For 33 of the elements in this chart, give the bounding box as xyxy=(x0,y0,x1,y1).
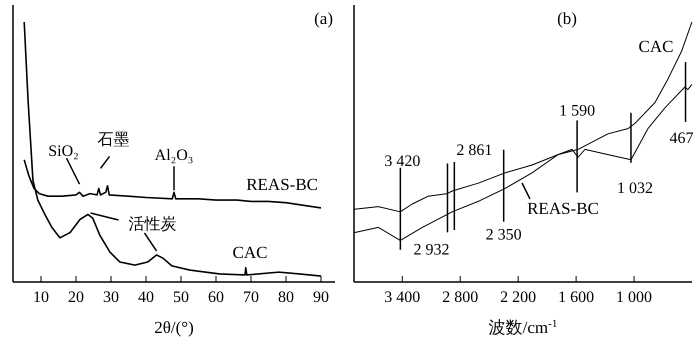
annotation: 1 032 xyxy=(616,180,653,197)
x-tick-label: 2 800 xyxy=(442,289,478,306)
series-label: CAC xyxy=(638,37,674,56)
x-tick-label: 1 600 xyxy=(558,289,594,306)
annotation: (a) xyxy=(314,9,333,28)
x-tick-label: 20 xyxy=(68,289,84,306)
x-tick-label: 50 xyxy=(173,289,189,306)
annotation: 石墨 xyxy=(98,131,130,148)
annotation: (b) xyxy=(557,9,577,28)
annotation: Al₂O₃ xyxy=(154,147,194,164)
x-axis-title: 2θ/(°) xyxy=(154,318,194,337)
x-axis-title: 波数/cm$^{-1}$ xyxy=(488,318,558,337)
x-tick-label: 3 400 xyxy=(384,289,420,306)
x-tick-label: 1 000 xyxy=(616,289,652,306)
annotation: 1 590 xyxy=(559,102,596,120)
annotation: 2 350 xyxy=(486,226,522,244)
x-tick-label: 30 xyxy=(103,289,119,306)
x-tick-label: 70 xyxy=(243,289,259,306)
annotation: 2 932 xyxy=(413,241,450,258)
legend-label: REAS-BC xyxy=(527,199,599,218)
x-tick-label: 90 xyxy=(313,289,329,306)
annotation: 活性炭 xyxy=(128,214,176,233)
annotation: 2 861 xyxy=(456,142,492,159)
x-tick-label: 60 xyxy=(208,289,224,306)
annotation: 467 xyxy=(670,130,694,147)
series-label: CAC xyxy=(232,243,268,262)
x-tick-label: 80 xyxy=(278,289,294,306)
annotation: 3 420 xyxy=(384,152,420,170)
x-tick-label: 2 200 xyxy=(500,289,536,306)
x-tick-label: 40 xyxy=(138,289,154,306)
annotation: SiO₂ xyxy=(48,143,79,160)
series-label: REAS-BC xyxy=(246,175,318,194)
x-tick-label: 10 xyxy=(33,289,49,306)
